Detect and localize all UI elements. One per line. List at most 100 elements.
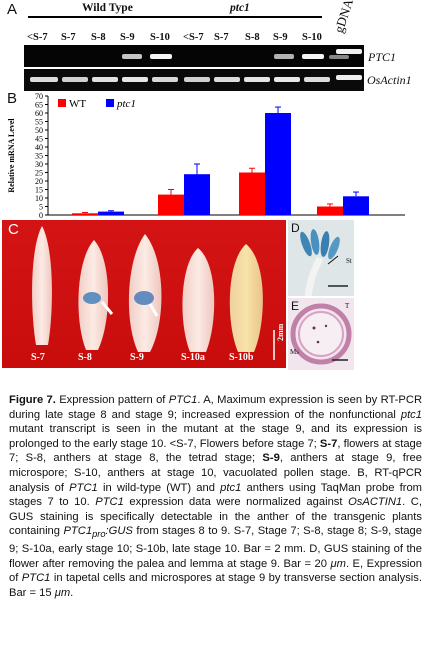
caption-gene: :GUS (105, 525, 133, 538)
photo-label-s10b: S-10b (229, 352, 254, 363)
gel-band (122, 54, 142, 59)
bar (239, 172, 265, 215)
bar (184, 174, 210, 215)
lane-label: <S-7 (183, 32, 204, 43)
y-tick-label: 30 (35, 160, 43, 169)
y-tick-label: 65 (35, 101, 43, 110)
y-tick-label: 55 (35, 118, 43, 127)
y-tick-label: 35 (35, 152, 43, 161)
gel-band (329, 55, 349, 59)
gel-band (92, 77, 118, 82)
ptc1-bracket-line (187, 16, 322, 18)
gel-band (336, 75, 362, 80)
legend-swatch (106, 99, 114, 107)
bar (265, 113, 291, 215)
y-tick-label: 50 (35, 126, 43, 135)
bar (72, 213, 98, 215)
y-tick-label: 10 (35, 194, 43, 203)
caption-text: mutant transcript is seen in the mutant … (9, 423, 422, 450)
ptc1-group-label: ptc1 (230, 2, 250, 14)
section-photo (288, 298, 354, 370)
legend-swatch (58, 99, 66, 107)
gus-stain-spot (83, 292, 101, 304)
bar (158, 194, 184, 215)
caption-unit: μm (54, 586, 71, 599)
lane-label: S-10 (302, 32, 322, 43)
panel-b-letter: B (7, 90, 18, 107)
caption-text: , anthers at stage 9, free microspore; S… (9, 452, 422, 494)
bar (98, 211, 124, 215)
bar (343, 196, 369, 215)
gel-band (122, 77, 148, 82)
figure-caption: Figure 7. Expression pattern of PTC1. A,… (9, 393, 422, 601)
y-tick-label: 0 (39, 211, 43, 220)
flower-s10a (182, 248, 215, 352)
gel-band (304, 77, 330, 82)
gel-band (302, 54, 324, 59)
lane-label: S-10 (150, 32, 170, 43)
caption-text: , flowers at stage 7; S-8, anthers at st… (9, 437, 422, 465)
caption-text: from stages 8 to 9. S-7, Stage 7; S-8, s… (9, 525, 422, 570)
caption-gene: ptc1 (400, 408, 422, 421)
caption-text: . A, Maximum expression is seen by RT-PC… (9, 394, 423, 421)
wild-type-bracket-line (28, 16, 208, 18)
gel-band (152, 77, 178, 82)
caption-stage: S-7 (319, 437, 338, 450)
flower-s7 (32, 226, 52, 345)
caption-gene: PTC1 (168, 394, 198, 406)
lane-label: S-9 (120, 32, 135, 43)
lane-label: S-9 (273, 32, 288, 43)
y-tick-label: 40 (35, 143, 43, 152)
gel-band (62, 77, 88, 82)
photo-label-s10a: S-10a (181, 352, 205, 363)
bar (317, 206, 343, 215)
gel-band (30, 77, 58, 82)
caption-gene: PTC1 (63, 525, 93, 538)
gel-band (244, 77, 270, 82)
photo-label-s8: S-8 (78, 352, 92, 363)
caption-figure-number: Figure 7. (9, 394, 56, 406)
caption-text: Expression pattern of (59, 394, 169, 406)
gene-label-ptc1: PTC1 (368, 50, 397, 64)
caption-gene-sub: pro (92, 529, 106, 540)
caption-gene: PTC1 (95, 496, 124, 509)
caption-unit: μm (330, 557, 346, 570)
caption-text: in tapetal cells and microspores at stag… (9, 572, 422, 599)
photo-label-s7: S-7 (31, 352, 45, 363)
panel-d-letter: D (291, 221, 300, 235)
lane-label: <S-7 (27, 32, 48, 43)
gdna-lane-label: gDNA (331, 0, 356, 35)
gus-flower-photo (288, 220, 354, 296)
y-tick-label: 25 (35, 169, 43, 178)
lane-label: S-7 (214, 32, 229, 43)
gel-image (24, 45, 364, 91)
y-tick-label: 45 (35, 135, 43, 144)
tapetum-label: T (345, 302, 350, 310)
caption-text: in wild-type (WT) and (97, 481, 221, 494)
gel-band (274, 77, 300, 82)
lane-label: S-8 (91, 32, 106, 43)
gel-band (184, 77, 210, 82)
caption-gene: ptc1 (220, 481, 242, 494)
stamen-label: St (346, 257, 352, 265)
lane-label: S-7 (61, 32, 76, 43)
microspore-label: Ms (290, 348, 299, 356)
scale-bar-label: 2mm (276, 323, 285, 341)
legend-label: WT (69, 98, 86, 110)
gene-label-osactin1: OsActin1 (367, 73, 412, 87)
y-tick-label: 60 (35, 109, 43, 118)
caption-gene: OsACTIN1 (348, 496, 403, 509)
caption-gene: PTC1 (21, 572, 51, 585)
caption-stage: S-9 (262, 452, 280, 465)
caption-gene: PTC1 (69, 481, 98, 494)
caption-text: expression data were normalized against (123, 496, 349, 509)
gel-band (336, 49, 362, 54)
gel-band (274, 54, 294, 59)
wild-type-group-label: Wild Type (82, 2, 133, 14)
flower-s10b (229, 244, 263, 352)
caption-text: . E, Expression of (9, 557, 422, 585)
y-axis-label: Relative mRNA Level (7, 118, 16, 193)
panel-a-letter: A (7, 1, 18, 18)
gus-anther-photo (2, 220, 286, 368)
